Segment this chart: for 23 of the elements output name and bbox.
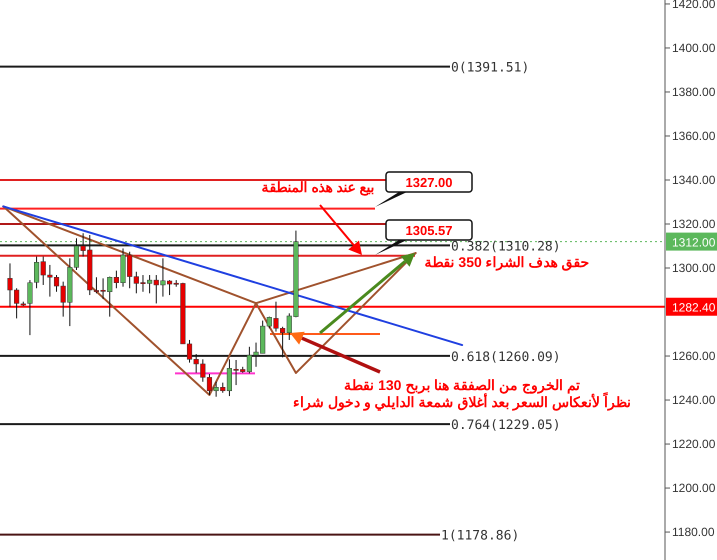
ref-line-label: 0.764(1229.05) (451, 418, 561, 434)
y-tick-label: 1360.00 (672, 128, 716, 143)
ref-line-label: 0(1391.51) (451, 60, 530, 76)
y-tick-label: 1180.00 (672, 525, 715, 540)
y-tick-label: 1220.00 (672, 437, 716, 452)
y-tick-label: 1400.00 (672, 40, 716, 55)
ref-line-label: 0.618(1260.09) (451, 350, 561, 365)
annotation: 1305.57 (406, 223, 452, 238)
ref-line-label: 0.382(1310.28) (451, 239, 561, 254)
y-tick-label: 1200.00 (672, 481, 716, 496)
annotation: بيع عند هذه المنطقة (262, 179, 374, 196)
y-tick-label: 1340.00 (672, 172, 716, 187)
y-tick-label: 1380.00 (672, 84, 716, 99)
annotation: 1327.00 (406, 175, 452, 190)
y-tick-label: 1320.00 (672, 217, 716, 231)
y-tick-label: 1300.00 (672, 261, 716, 276)
y-tick-label: 1240.00 (672, 393, 716, 408)
annotation: حقق هدف الشراء 350 نقطة (424, 254, 590, 271)
annotation: تم الخروج من الصفقة هنا بربح 130 نقطة نظراً لأنعكاس السعر بعد أغلاق شمعة الدايلي و دخول شراء (292, 377, 632, 411)
ref-line-label: 1(1178.86) (441, 528, 520, 544)
ref-line-label: 1282.40 (672, 300, 716, 315)
y-tick-label: 1260.00 (672, 349, 716, 364)
ref-line-label: 1312.00 (672, 236, 716, 250)
